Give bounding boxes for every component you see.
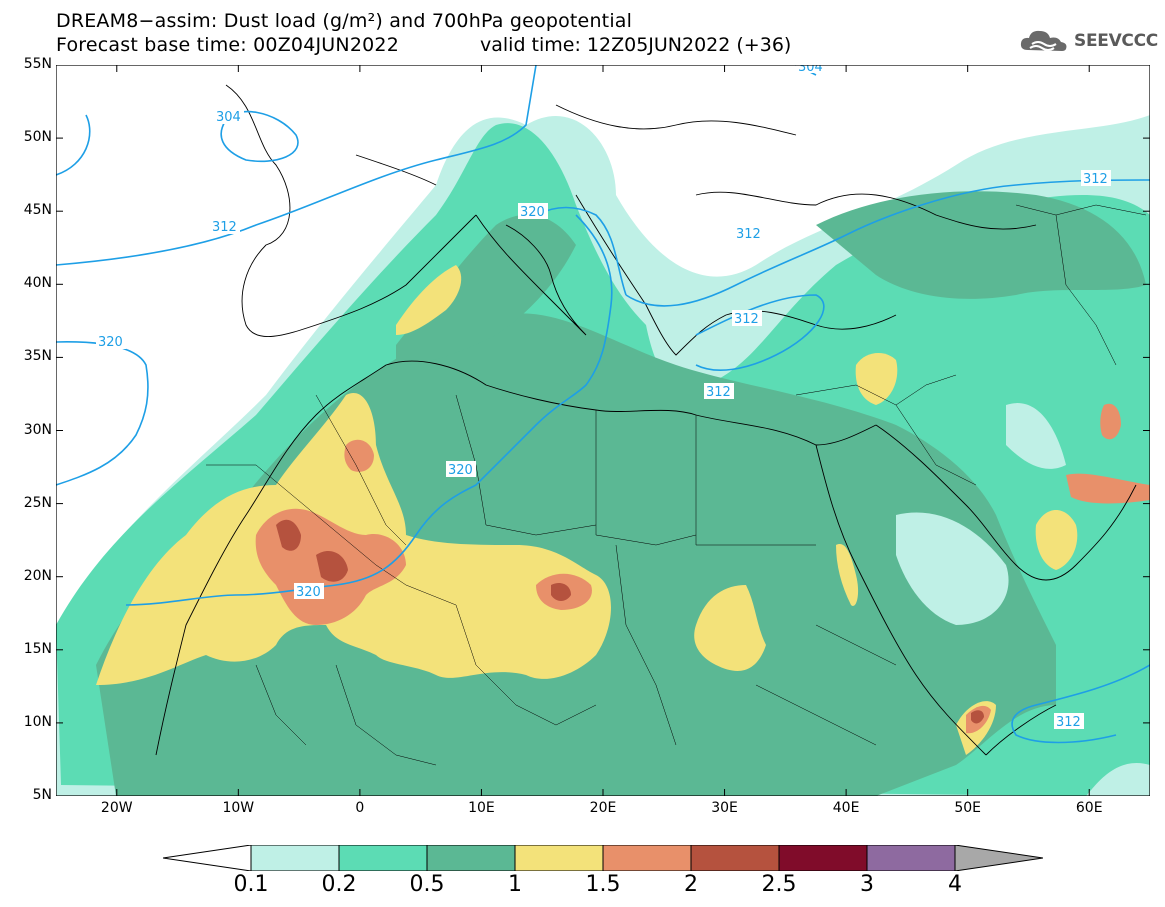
colorbar-tick-label: 3	[860, 872, 874, 897]
lon-tick-label: 40E	[832, 800, 860, 816]
dust-band-01-arabia	[896, 512, 1009, 625]
contour-label-320-a: 320	[98, 335, 123, 350]
dust-band-1-redsea	[836, 544, 859, 606]
dust-band-15-algeria	[344, 439, 374, 472]
lat-tick-label: 35N	[23, 348, 52, 365]
contour-label-312-b: 312	[736, 227, 761, 242]
colorbar-segment	[426, 845, 516, 871]
lon-tick-label: 20E	[589, 800, 617, 816]
lat-tick-label: 25N	[23, 494, 52, 511]
colorbar-over-triangle	[954, 845, 1043, 871]
logo-text: SEEVCCC	[1074, 31, 1158, 51]
contour-label-304-b: 304	[798, 65, 823, 75]
contour-label-312-a: 312	[212, 220, 237, 235]
contour-label-320-d: 320	[520, 205, 545, 220]
dust-band-15-gulf	[1066, 473, 1150, 504]
dust-band-15-persia	[1100, 403, 1121, 440]
colorbar-tick-label: 1.5	[585, 872, 621, 897]
colorbar-tick-label: 4	[948, 872, 962, 897]
colorbar-segment	[250, 845, 340, 871]
lon-tick-label: 30E	[711, 800, 738, 816]
colorbar-segment	[338, 845, 428, 871]
colorbar-tick-label: 1	[508, 872, 522, 897]
contour-label-304-a: 304	[216, 110, 241, 125]
contour-label-312-c: 312	[734, 312, 759, 327]
lon-tick-label: 10E	[468, 800, 495, 816]
geopotential-contours	[56, 65, 1150, 744]
colorbar-segment	[690, 845, 780, 871]
dust-band-1-iraq	[855, 353, 898, 405]
lon-tick-label: 0	[355, 800, 365, 816]
lat-tick-label: 15N	[23, 640, 52, 657]
lat-tick-label: 40N	[23, 275, 52, 292]
cloud-icon	[1020, 30, 1067, 51]
contour-label-320-c: 320	[448, 463, 473, 478]
map-title: DREAM8−assim: Dust load (g/m²) and 700hP…	[56, 10, 633, 32]
colorbar	[163, 845, 1043, 871]
colorbar-tick-label: 0.5	[409, 872, 445, 897]
dust-band-05-east	[816, 191, 1146, 299]
colorbar-tick-label: 0.2	[321, 872, 357, 897]
colorbar-under-triangle	[163, 845, 252, 871]
lon-tick-label: 10W	[222, 800, 255, 816]
lat-tick-label: 10N	[23, 713, 52, 730]
forecast-base-time: Forecast base time: 00Z04JUN2022	[56, 34, 399, 56]
valid-time: valid time: 12Z05JUN2022 (+36)	[480, 34, 792, 56]
dust-band-2-niger	[316, 550, 348, 582]
dust-band-2-mali	[276, 519, 301, 551]
lon-tick-label: 20W	[100, 800, 133, 816]
lat-tick-label: 20N	[23, 567, 52, 584]
colorbar-segment	[778, 845, 868, 871]
colorbar-tick-label: 0.1	[233, 872, 269, 897]
lat-tick-label: 45N	[23, 202, 52, 219]
coastlines	[155, 84, 1137, 756]
lat-tick-label: 55N	[23, 56, 52, 72]
dust-map: 304 304 312 312 312 312 312 312 320 320 …	[56, 65, 1150, 796]
colorbar-tick-label: 2.5	[761, 872, 797, 897]
dust-band-2-chad	[551, 583, 571, 601]
lon-tick-label: 50E	[954, 800, 981, 816]
lon-tick-label: 60E	[1075, 800, 1103, 816]
contour-label-320-b: 320	[296, 585, 321, 600]
seevccc-logo: SEEVCCC	[1018, 27, 1158, 55]
colorbar-tick-label: 2	[684, 872, 698, 897]
dust-band-1-sudan	[694, 585, 766, 671]
dust-band-05-italy	[396, 214, 576, 365]
lat-tick-label: 30N	[23, 421, 52, 438]
colorbar-segment	[866, 845, 956, 871]
colorbar-segment	[602, 845, 692, 871]
axis-ticks	[56, 65, 1150, 796]
dust-band-1-corsica	[396, 265, 462, 335]
dust-band-1-oman	[1035, 510, 1078, 570]
contour-labels: 304 304 312 312 312 312 312 312 320 320 …	[96, 65, 1111, 730]
colorbar-segment	[514, 845, 604, 871]
lat-tick-label: 5N	[32, 787, 52, 803]
dust-band-01-persia	[1006, 403, 1066, 469]
borders	[206, 204, 1147, 766]
contour-label-312-d: 312	[706, 385, 731, 400]
dust-band-2-somalia	[971, 710, 984, 724]
contour-label-312-f: 312	[1056, 715, 1081, 730]
contour-label-312-e: 312	[1083, 172, 1108, 187]
lat-tick-label: 50N	[23, 129, 52, 146]
